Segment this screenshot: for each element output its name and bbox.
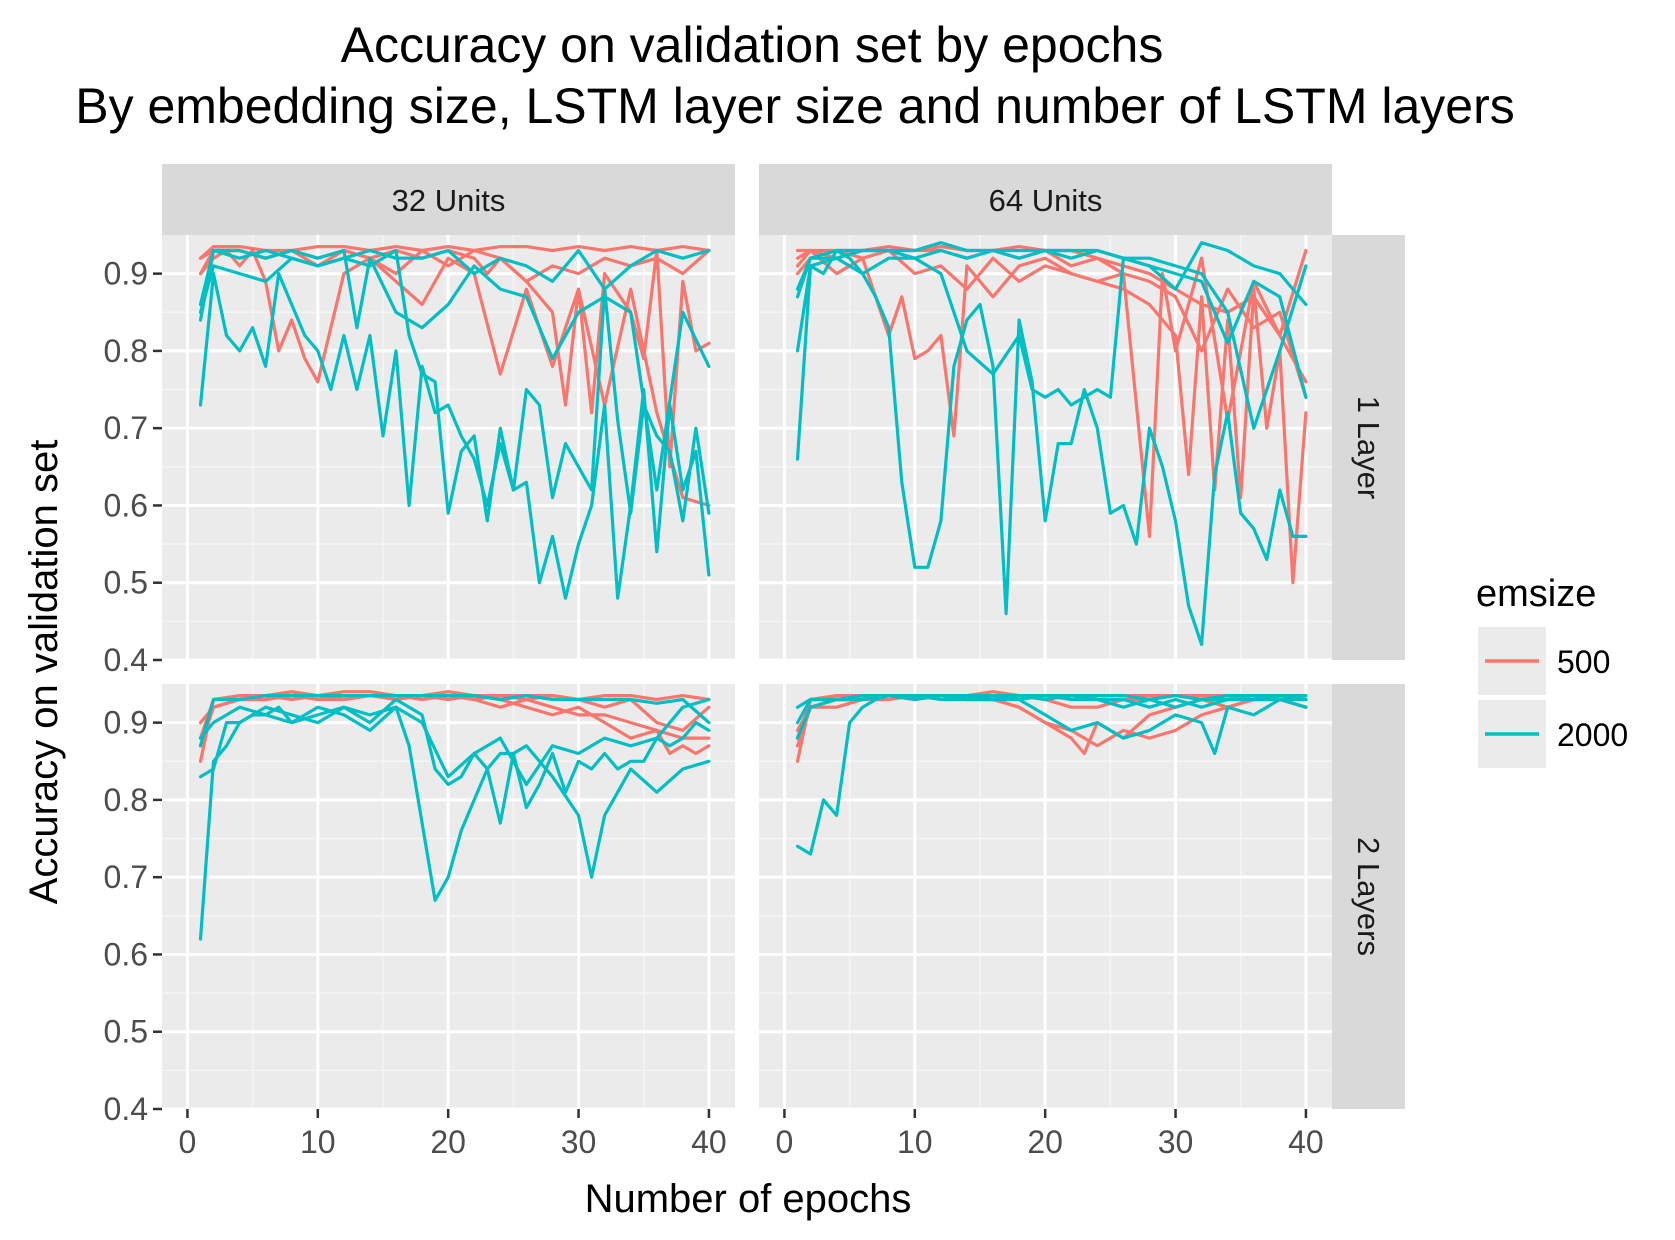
y-tick-label: 0.5 [104,1014,148,1050]
strip-label-32-units: 32 Units [392,183,506,218]
strip-label-2-layers: 2 Layers [1351,837,1386,956]
y-tick-label: 0.7 [104,410,148,446]
legend-label-500: 500 [1557,644,1610,680]
x-tick-label: 10 [897,1124,933,1160]
y-tick-label: 0.5 [104,565,148,601]
legend: emsize 500 2000 [1476,573,1628,768]
chart-title-group: Accuracy on validation set by epochs By … [75,17,1515,134]
x-tick-label: 40 [691,1124,727,1160]
x-tick-label: 30 [561,1124,597,1160]
y-tick-label: 0.6 [104,487,148,523]
strip-top-32-units: 32 Units [162,164,735,235]
legend-entry-2000: 2000 [1478,700,1628,768]
chart-title: Accuracy on validation set by epochs [341,17,1164,73]
x-tick-label: 10 [300,1124,336,1160]
legend-entry-500: 500 [1478,627,1610,695]
y-tick-label: 0.8 [104,333,148,369]
x-tick-label: 40 [1288,1124,1324,1160]
y-tick-label: 0.9 [104,256,148,292]
strip-label-64-units: 64 Units [989,183,1103,218]
chart-subtitle: By embedding size, LSTM layer size and n… [75,78,1515,134]
x-tick-label: 20 [1027,1124,1063,1160]
strip-label-1-layer: 1 Layer [1351,396,1386,499]
y-tick-label: 0.4 [104,1091,148,1127]
y-axis-title: Accuracy on validation set [22,440,66,905]
y-tick-label: 0.6 [104,936,148,972]
strip-right-2-layers: 2 Layers [1332,684,1405,1109]
y-tick-label: 0.8 [104,782,148,818]
strip-top-64-units: 64 Units [759,164,1332,235]
y-tick-label: 0.9 [104,705,148,741]
strip-right-1-layer: 1 Layer [1332,235,1405,660]
y-tick-label: 0.4 [104,642,148,678]
x-tick-label: 30 [1158,1124,1194,1160]
legend-label-2000: 2000 [1557,717,1628,753]
panels [162,235,1332,1109]
x-axis-title: Number of epochs [585,1177,912,1221]
x-tick-label: 0 [179,1124,197,1160]
x-tick-label: 0 [776,1124,794,1160]
legend-title: emsize [1476,573,1596,615]
y-tick-label: 0.7 [104,859,148,895]
x-tick-label: 20 [430,1124,466,1160]
panel-32-units-2-layers [162,684,735,1109]
